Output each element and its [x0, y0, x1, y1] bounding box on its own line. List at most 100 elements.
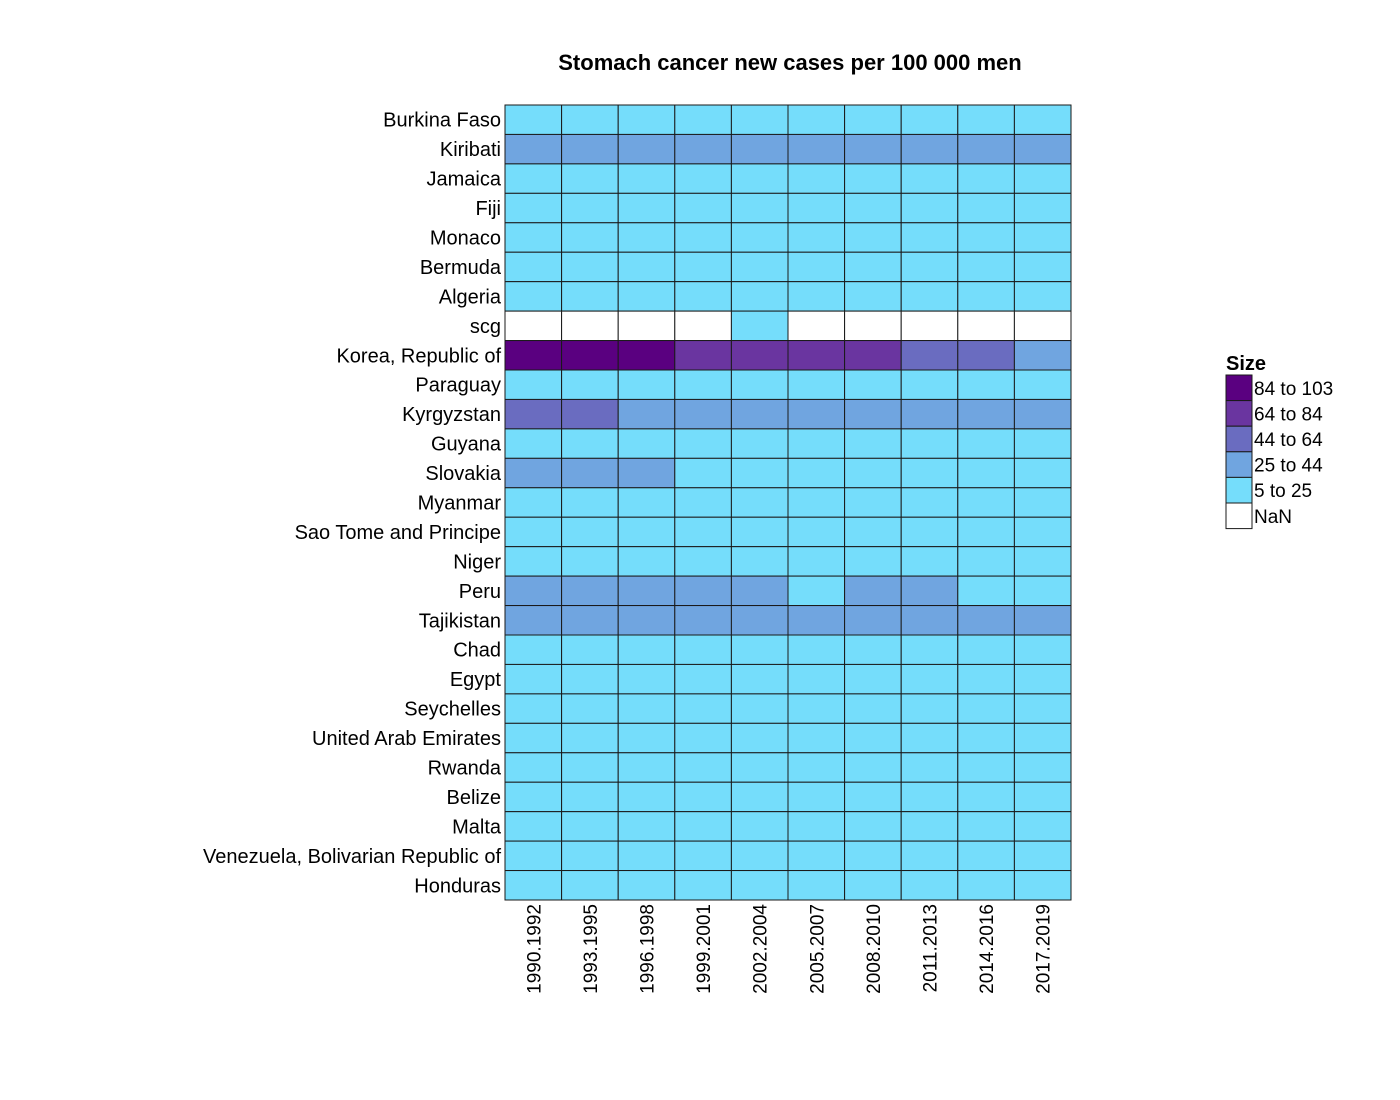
heatmap-cell — [900, 663, 959, 695]
heatmap-cell — [617, 310, 676, 342]
row-label: Slovakia — [425, 463, 501, 485]
heatmap-cell — [504, 428, 563, 459]
heatmap-cell — [617, 752, 676, 783]
heatmap-cell — [561, 752, 619, 783]
heatmap-cell — [617, 781, 676, 813]
heatmap-cell — [730, 104, 789, 135]
heatmap-cell — [957, 487, 1015, 518]
heatmap-cell — [1013, 663, 1072, 695]
heatmap-cell — [1013, 133, 1072, 165]
heatmap-cell — [787, 693, 846, 724]
heatmap-cell — [900, 634, 959, 665]
heatmap-cell — [674, 310, 732, 342]
legend: Size 84 to 103 64 to 84 44 to 64 25 to 44 5 … — [1225, 353, 1333, 530]
heatmap-cell — [674, 840, 732, 872]
heatmap-cell — [730, 428, 789, 459]
heatmap-cell — [844, 722, 902, 754]
legend-title: Size — [1226, 353, 1266, 375]
heatmap-cell — [561, 310, 619, 342]
column-label: 2011.2013 — [921, 904, 942, 992]
legend-label: 64 to 84 — [1254, 404, 1323, 425]
heatmap-cell — [957, 605, 1015, 636]
heatmap-cell — [900, 457, 959, 489]
heatmap-cell — [730, 663, 789, 695]
heatmap-cell — [1013, 546, 1072, 577]
heatmap-cell — [730, 281, 789, 312]
legend-swatch — [1225, 502, 1253, 530]
heatmap-cell — [730, 192, 789, 224]
heatmap-cell — [844, 192, 902, 224]
heatmap-cell — [730, 693, 789, 724]
heatmap-cell — [674, 222, 732, 253]
heatmap-cell — [674, 398, 732, 430]
heatmap-cell — [504, 634, 563, 665]
heatmap-cell — [730, 398, 789, 430]
heatmap-cell — [1013, 575, 1072, 607]
heatmap-cell — [561, 546, 619, 577]
heatmap-cell — [957, 428, 1015, 459]
heatmap-cell — [561, 163, 619, 194]
heatmap-cell — [504, 840, 563, 872]
heatmap-cell — [787, 428, 846, 459]
heatmap-cell — [844, 781, 902, 813]
heatmap-cell — [957, 811, 1015, 842]
heatmap-cell — [674, 251, 732, 283]
heatmap-cell — [957, 752, 1015, 783]
heatmap-cell — [787, 104, 846, 135]
heatmap-cell — [1013, 840, 1072, 872]
heatmap-cell — [730, 870, 789, 901]
row-label: Egypt — [450, 669, 502, 691]
heatmap-cell — [957, 575, 1015, 607]
heatmap-cell — [787, 870, 846, 901]
row-label: Peru — [459, 581, 501, 603]
heatmap-cell — [617, 693, 676, 724]
heatmap-cell — [617, 133, 676, 165]
heatmap-cell — [561, 663, 619, 695]
heatmap-cell — [1013, 516, 1072, 548]
heatmap-cell — [900, 104, 959, 135]
heatmap-cell — [674, 693, 732, 724]
column-label: 1999.2001 — [694, 904, 715, 994]
row-label: Chad — [453, 640, 501, 662]
heatmap-cell — [844, 605, 902, 636]
heatmap-cell — [730, 781, 789, 813]
heatmap-cell — [957, 104, 1015, 135]
heatmap-cell — [844, 133, 902, 165]
heatmap-cell — [957, 693, 1015, 724]
heatmap-cell — [787, 516, 846, 548]
heatmap-cell — [504, 722, 563, 754]
heatmap-cell — [730, 605, 789, 636]
heatmap-cell — [674, 369, 732, 400]
heatmap-cell — [1013, 487, 1072, 518]
heatmap-cell — [504, 192, 563, 224]
heatmap-cell — [674, 605, 732, 636]
heatmap-cell — [787, 575, 846, 607]
heatmap-cell — [900, 575, 959, 607]
heatmap-cell — [617, 251, 676, 283]
heatmap-cell — [617, 516, 676, 548]
heatmap-cell — [787, 398, 846, 430]
heatmap-cell — [561, 428, 619, 459]
heatmap-cell — [787, 605, 846, 636]
heatmap-cell — [957, 634, 1015, 665]
heatmap-cell — [617, 192, 676, 224]
column-label: 2005.2007 — [807, 904, 828, 994]
heatmap-cell — [787, 163, 846, 194]
heatmap-cell — [730, 752, 789, 783]
legend-swatch — [1225, 400, 1253, 427]
heatmap-cell — [957, 163, 1015, 194]
heatmap-cell — [957, 722, 1015, 754]
heatmap-cell — [561, 457, 619, 489]
heatmap-cell — [674, 163, 732, 194]
heatmap-cell — [957, 369, 1015, 400]
heatmap-cell — [1013, 752, 1072, 783]
heatmap-cell — [504, 663, 563, 695]
heatmap-cell — [844, 281, 902, 312]
heatmap-cell — [844, 163, 902, 194]
row-label: Kyrgyzstan — [402, 404, 501, 426]
heatmap-cell — [1013, 340, 1072, 371]
heatmap-cell — [617, 546, 676, 577]
heatmap-cell — [1013, 163, 1072, 194]
column-label: 2014.2016 — [977, 904, 998, 994]
heatmap-cell — [674, 192, 732, 224]
